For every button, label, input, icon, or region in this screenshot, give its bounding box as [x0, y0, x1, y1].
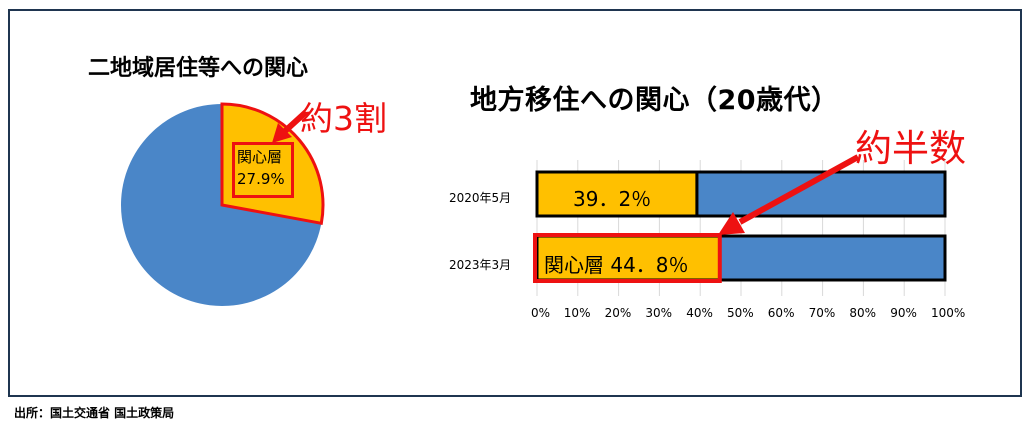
bar-category-label: 2020年5月 [449, 191, 512, 205]
x-tick-label: 100% [931, 306, 966, 320]
pie-callout-text: 約3割 [300, 99, 387, 138]
bar-callout-arrow [738, 154, 860, 225]
bar-data-label: 39．2％ [573, 187, 652, 211]
bar-data-label: 関心層 44．8％ [544, 253, 689, 277]
x-tick-label: 80% [849, 306, 877, 320]
pie-slice-interest [220, 102, 325, 226]
pie-callout-arrowhead [272, 123, 292, 143]
x-tick-label: 20% [604, 306, 632, 320]
bar-segment-interest [535, 234, 722, 282]
x-tick-label: 0% [531, 306, 551, 320]
x-tick-label: 70% [808, 306, 836, 320]
chart-frame [8, 9, 1022, 397]
x-tick-label: 30% [645, 306, 673, 320]
bar-category-label: 2023年3月 [449, 258, 512, 272]
source-note: 出所：国土交通省 国土政策局 [14, 406, 175, 420]
bar-callout-text: 約半数 [855, 127, 966, 170]
x-tick-label: 90% [890, 306, 917, 320]
bar-segment-other [718, 234, 947, 282]
pie-label-highlight-box [232, 142, 294, 198]
bar-highlight-box [533, 233, 722, 283]
x-tick-label: 50% [727, 306, 754, 320]
x-tick-label: 40% [686, 306, 713, 320]
x-tick-label: 60% [767, 306, 795, 320]
pie-slice-value: 27.9% [237, 170, 285, 188]
bar-chart-title: 地方移住への関心（20歳代） [470, 85, 839, 116]
pie-callout-arrow [281, 109, 309, 135]
bar-callout-arrowhead [718, 212, 745, 235]
x-tick-label: 10% [563, 306, 591, 320]
pie-slice-label: 関心層 [237, 148, 283, 166]
bar-segment-interest [535, 170, 699, 218]
pie-chart-title: 二地域居住等への関心 [88, 56, 309, 81]
